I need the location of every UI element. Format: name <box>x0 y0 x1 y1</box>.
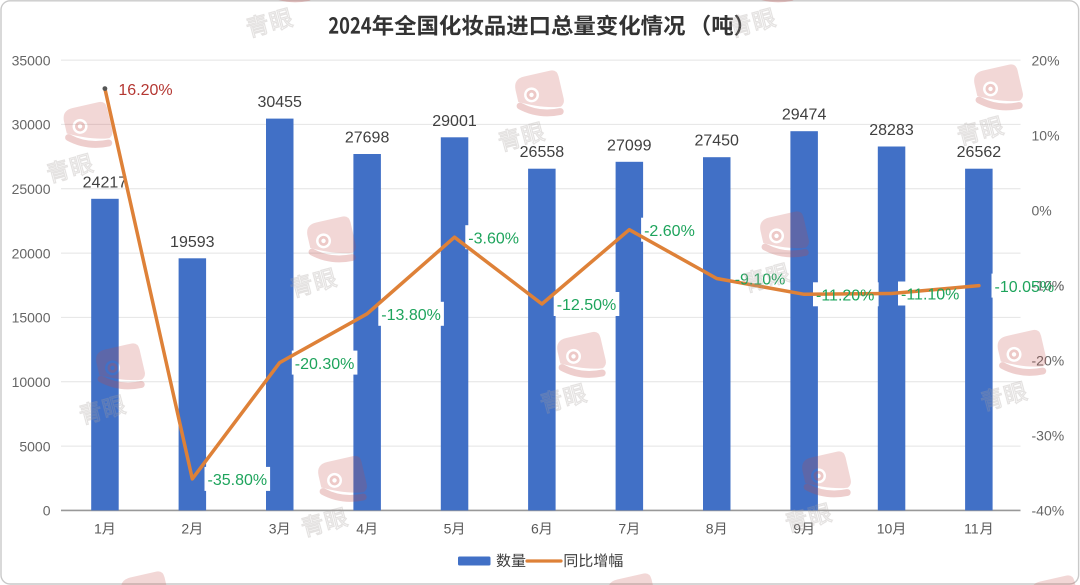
svg-text:-20.30%: -20.30% <box>295 356 355 373</box>
svg-text:25000: 25000 <box>12 181 51 197</box>
svg-text:10: 10 <box>877 521 893 537</box>
svg-text:3: 3 <box>269 521 277 537</box>
svg-text:9: 9 <box>793 521 801 537</box>
svg-text:10000: 10000 <box>12 374 51 390</box>
svg-text:-3.60%: -3.60% <box>468 230 519 247</box>
svg-text:29001: 29001 <box>432 113 477 130</box>
svg-text:-12.50%: -12.50% <box>557 297 617 314</box>
svg-text:26562: 26562 <box>957 144 1002 161</box>
svg-text:-35.80%: -35.80% <box>208 472 268 489</box>
svg-text:5: 5 <box>444 521 452 537</box>
svg-text:28283: 28283 <box>869 122 914 139</box>
svg-text:-11.10%: -11.10% <box>901 287 959 304</box>
svg-text:19593: 19593 <box>170 234 215 251</box>
svg-text:0: 0 <box>43 503 51 519</box>
svg-text:10%: 10% <box>1032 127 1060 143</box>
svg-text:5000: 5000 <box>19 438 50 454</box>
svg-text:7: 7 <box>618 521 626 537</box>
svg-text:11: 11 <box>964 521 979 537</box>
svg-text:35000: 35000 <box>12 52 51 68</box>
svg-text:24217: 24217 <box>83 174 128 191</box>
svg-text:-13.80%: -13.80% <box>381 307 441 324</box>
svg-text:-10%: -10% <box>1032 277 1065 293</box>
svg-text:27099: 27099 <box>607 137 652 154</box>
svg-text:26558: 26558 <box>520 144 565 161</box>
svg-text:30000: 30000 <box>12 117 51 133</box>
svg-text:4: 4 <box>356 521 364 537</box>
svg-text:1: 1 <box>94 521 102 537</box>
svg-text:27450: 27450 <box>694 133 739 150</box>
svg-text:6: 6 <box>531 521 539 537</box>
svg-text:27698: 27698 <box>345 130 390 147</box>
svg-text:-10.05%: -10.05% <box>995 279 1055 296</box>
svg-text:-2.60%: -2.60% <box>644 223 695 240</box>
svg-text:15000: 15000 <box>12 310 51 326</box>
svg-text:8: 8 <box>706 521 714 537</box>
svg-text:0%: 0% <box>1032 202 1052 218</box>
svg-text:2: 2 <box>181 521 189 537</box>
svg-text:-40%: -40% <box>1032 503 1065 519</box>
svg-text:29474: 29474 <box>782 107 827 124</box>
svg-text:16.20%: 16.20% <box>118 82 172 99</box>
svg-text:30455: 30455 <box>257 94 302 111</box>
svg-text:20000: 20000 <box>12 245 51 261</box>
svg-text:-30%: -30% <box>1032 428 1065 444</box>
svg-text:20%: 20% <box>1032 52 1060 68</box>
svg-text:-11.20%: -11.20% <box>816 288 874 305</box>
